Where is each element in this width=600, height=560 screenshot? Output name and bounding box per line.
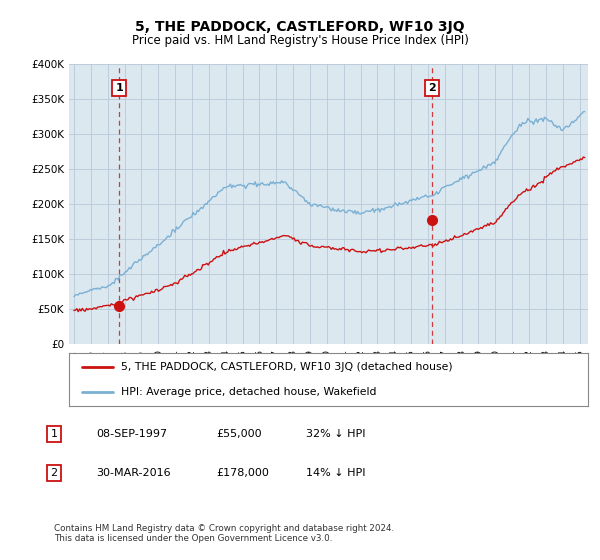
Text: 30-MAR-2016: 30-MAR-2016 <box>96 468 170 478</box>
Text: £55,000: £55,000 <box>216 429 262 439</box>
Text: Contains HM Land Registry data © Crown copyright and database right 2024.
This d: Contains HM Land Registry data © Crown c… <box>54 524 394 543</box>
Text: Price paid vs. HM Land Registry's House Price Index (HPI): Price paid vs. HM Land Registry's House … <box>131 34 469 46</box>
Text: 2: 2 <box>50 468 58 478</box>
Text: 5, THE PADDOCK, CASTLEFORD, WF10 3JQ (detached house): 5, THE PADDOCK, CASTLEFORD, WF10 3JQ (de… <box>121 362 452 372</box>
Text: HPI: Average price, detached house, Wakefield: HPI: Average price, detached house, Wake… <box>121 386 376 396</box>
Text: 2: 2 <box>428 83 436 93</box>
Text: 5, THE PADDOCK, CASTLEFORD, WF10 3JQ: 5, THE PADDOCK, CASTLEFORD, WF10 3JQ <box>135 20 465 34</box>
Text: 1: 1 <box>50 429 58 439</box>
Text: 14% ↓ HPI: 14% ↓ HPI <box>306 468 365 478</box>
Text: 32% ↓ HPI: 32% ↓ HPI <box>306 429 365 439</box>
Text: 08-SEP-1997: 08-SEP-1997 <box>96 429 167 439</box>
Text: 1: 1 <box>116 83 123 93</box>
Text: £178,000: £178,000 <box>216 468 269 478</box>
